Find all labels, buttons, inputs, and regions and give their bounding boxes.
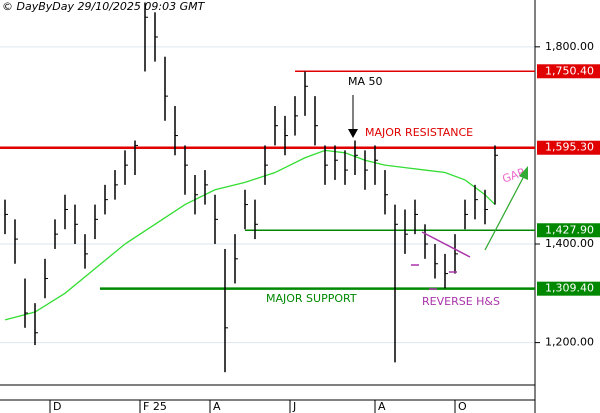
neckline	[421, 231, 471, 258]
header: © DayByDay 29/10/2025 09:03 GMT	[2, 0, 206, 13]
x-tick-label: J	[292, 400, 296, 413]
arrowhead	[519, 166, 528, 180]
annotation: MA 50	[348, 75, 383, 88]
x-tick-label: A	[213, 400, 221, 413]
annotation: REVERSE H&S	[422, 295, 500, 308]
ma-line	[4, 149, 496, 321]
x-tick-label: F 25	[143, 400, 167, 413]
y-tick-label: 1,800.00	[545, 40, 594, 53]
x-tick-label: O	[458, 400, 467, 413]
y-tick-label: 1,400.00	[545, 237, 594, 250]
level-label: 1,427.90	[545, 223, 594, 236]
level-label: 1,309.40	[545, 282, 594, 295]
level-label-box	[537, 281, 600, 296]
level-label-box	[537, 223, 600, 238]
level-label-box	[537, 140, 600, 155]
x-tick-label: D	[53, 400, 61, 413]
x-tick-label: A	[378, 400, 386, 413]
annotation: MAJOR SUPPORT	[266, 292, 357, 305]
level-label-box	[537, 64, 600, 79]
level-label: 1,595.30	[545, 141, 594, 154]
level-label: 1,750.40	[545, 64, 594, 77]
arrowhead	[348, 129, 358, 138]
y-tick-label: 1,200.00	[545, 336, 594, 349]
arrow	[484, 175, 525, 251]
annotation: MAJOR RESISTANCE	[365, 126, 473, 139]
